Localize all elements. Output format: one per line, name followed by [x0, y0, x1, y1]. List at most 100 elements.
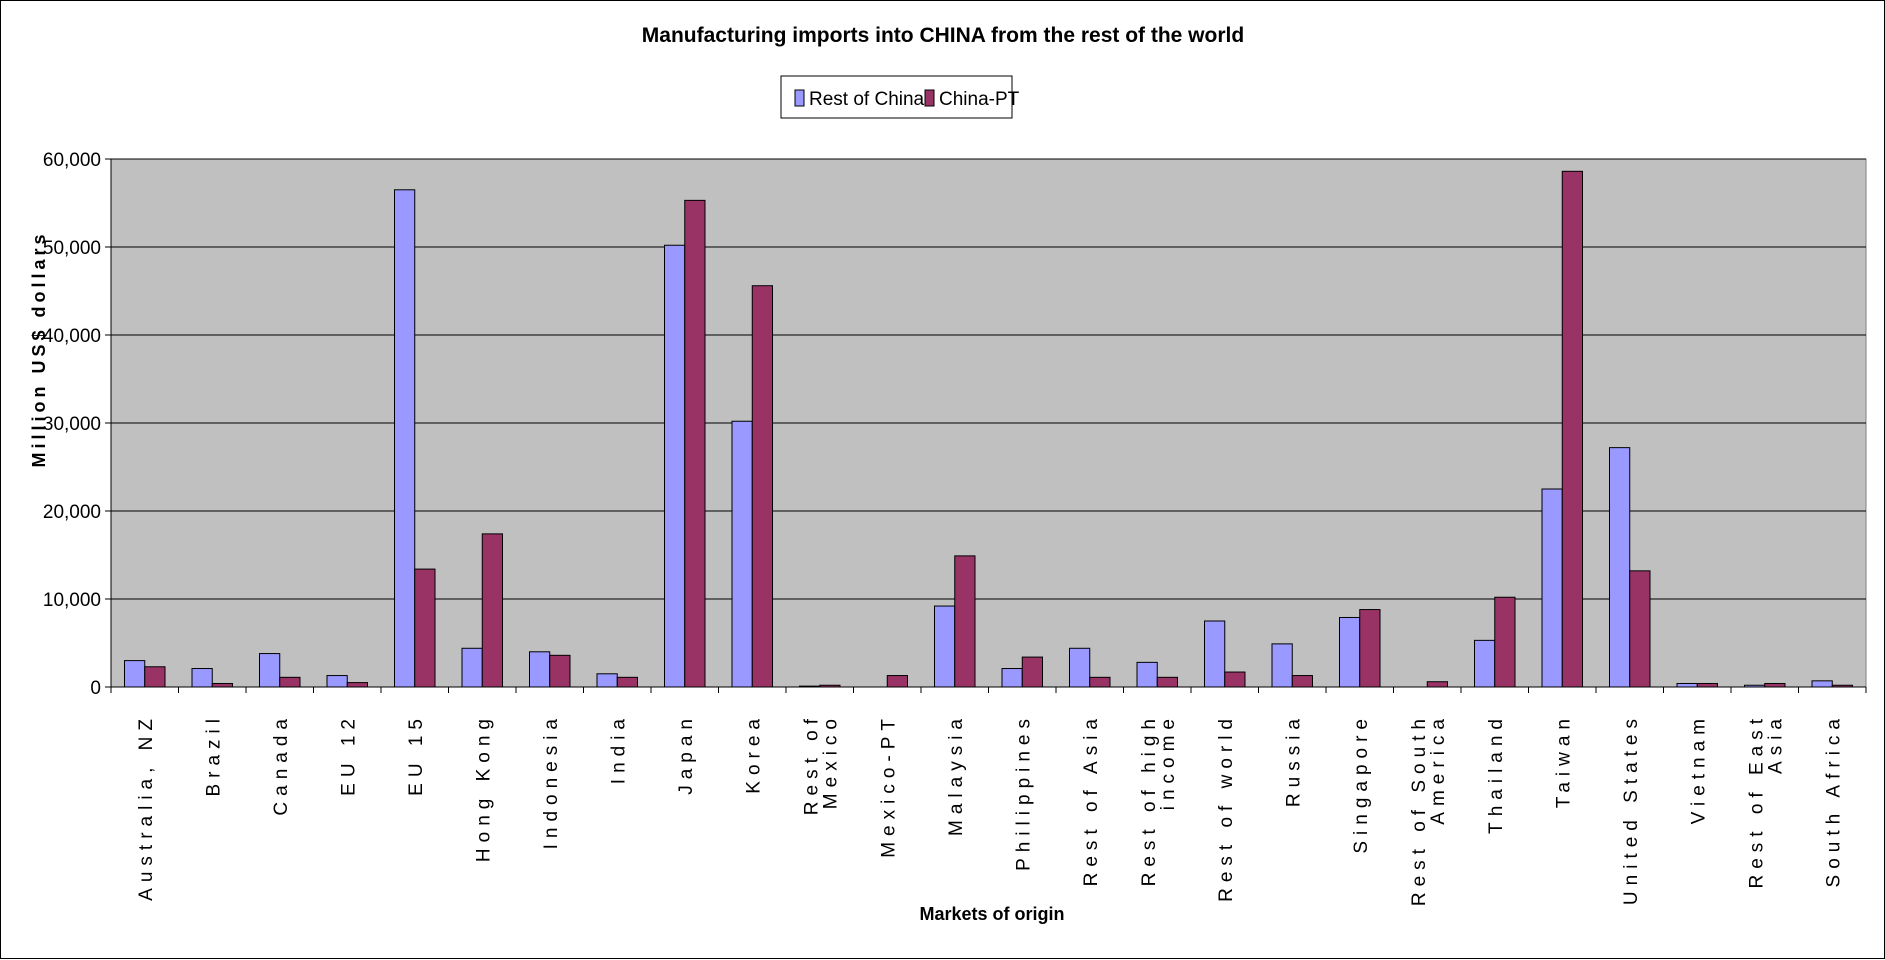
x-tick-label-group: Russia — [1283, 713, 1304, 807]
y-tick-labels: 0 10,000 20,000 30,000 40,000 50,000 60,000 — [43, 150, 101, 699]
x-tick-label: Hong Kong — [473, 713, 494, 862]
bar-rest-of-china — [326, 675, 348, 688]
x-tick-label-group: Taiwan — [1553, 713, 1574, 808]
bar-rest-of-china — [1136, 661, 1158, 688]
x-tick-label: Malaysia — [946, 713, 967, 836]
x-tick-label: Vietnam — [1688, 713, 1709, 824]
bar-china-pt — [1021, 656, 1043, 688]
y-tick-label: 60,000 — [43, 150, 101, 171]
x-tick-label-group: Thailand — [1486, 713, 1507, 834]
bar-china-pt — [279, 676, 301, 688]
x-tick-label-group: Canada — [271, 713, 292, 816]
bar-rest-of-china — [529, 651, 551, 688]
bar-china-pt — [549, 654, 571, 688]
x-tick-label-group: India — [608, 713, 629, 784]
y-axis-title: Million US$ dollars — [29, 230, 49, 467]
y-tick-label: 50,000 — [43, 238, 101, 259]
x-tick-label-group: Mexico-PT — [878, 713, 899, 858]
legend-swatch-rest-of-china — [794, 89, 805, 107]
x-tick-label: Thailand — [1486, 713, 1507, 834]
legend: Rest of China China-PT — [780, 75, 1020, 119]
x-tick-label: Philippines — [1013, 713, 1034, 871]
bar-rest-of-china — [124, 660, 146, 688]
bar-rest-of-china — [1541, 488, 1563, 688]
bar-rest-of-china — [461, 647, 483, 688]
x-tick-label: Canada — [271, 713, 292, 816]
bar-rest-of-china — [1271, 643, 1293, 688]
x-tick-label: Rest of Asia — [1081, 713, 1102, 886]
x-tick-label: Singapore — [1351, 713, 1372, 854]
y-tick-label: 30,000 — [43, 414, 101, 435]
bar-rest-of-china — [1474, 639, 1496, 688]
bar-rest-of-china — [191, 668, 213, 688]
x-tick-label: Indonesia — [541, 713, 562, 849]
x-tick-label-group: EU 15 — [406, 713, 427, 796]
bar-china-pt — [1224, 671, 1246, 688]
bar-china-pt — [886, 675, 908, 688]
x-tick-label-group: Indonesia — [541, 713, 562, 849]
y-tick-label: 40,000 — [43, 326, 101, 347]
y-tick-label: 0 — [90, 678, 101, 699]
x-tick-label-group: Japan — [676, 713, 697, 795]
x-tick-label: Asia — [1765, 713, 1786, 774]
bar-rest-of-china — [394, 189, 416, 688]
x-tick-label: EU 15 — [406, 713, 427, 796]
x-tick-label: Rest of — [801, 713, 822, 815]
legend-label-china-pt: China-PT — [939, 89, 1020, 110]
x-tick-label-group: Rest of world — [1216, 713, 1237, 902]
x-tick-label: Taiwan — [1553, 713, 1574, 808]
x-tick-label: Brazil — [203, 713, 224, 797]
x-tick-label: EU 12 — [338, 713, 359, 796]
x-tick-label: Korea — [743, 713, 764, 794]
bar-china-pt — [346, 682, 368, 688]
x-tick-label: United States — [1621, 713, 1642, 905]
bar-rest-of-china — [1204, 620, 1226, 688]
bar-rest-of-china — [596, 673, 618, 688]
legend-label-rest-of-china: Rest of China — [809, 89, 925, 110]
x-tick-label-group: Hong Kong — [473, 713, 494, 862]
x-tick-label-group: Philippines — [1013, 713, 1034, 871]
x-axis-title: Markets of origin — [919, 904, 1064, 924]
bar-china-pt — [414, 568, 436, 688]
x-tick-label: India — [608, 713, 629, 784]
bar-rest-of-china — [731, 420, 753, 688]
x-tick-label-group: United States — [1621, 713, 1642, 905]
bar-rest-of-china — [664, 244, 686, 688]
x-tick-label-group: Malaysia — [946, 713, 967, 836]
x-tick-label: Rest of South — [1409, 713, 1430, 906]
x-tick-label-group: Brazil — [203, 713, 224, 797]
bar-rest-of-china — [1676, 682, 1698, 688]
bar-rest-of-china — [1609, 447, 1631, 688]
bar-rest-of-china — [1069, 647, 1091, 688]
bar-china-pt — [481, 533, 503, 688]
bar-china-pt — [1561, 170, 1583, 688]
x-tick-label: Mexico-PT — [878, 713, 899, 858]
x-tick-label: Rest of world — [1216, 713, 1237, 902]
x-tick-label: Japan — [676, 713, 697, 795]
y-tick-label: 20,000 — [43, 502, 101, 523]
bar-china-pt — [751, 285, 773, 688]
x-tick-label: America — [1428, 713, 1449, 825]
x-tick-label-group: Korea — [743, 713, 764, 794]
axes — [105, 158, 1867, 693]
bar-china-pt — [1089, 676, 1111, 688]
bar-china-pt — [1359, 609, 1381, 688]
bar-rest-of-china — [1001, 668, 1023, 688]
legend-swatch-china-pt — [924, 89, 935, 107]
chart-title: Manufacturing imports into CHINA from th… — [642, 24, 1244, 47]
x-tick-label: Rest of East — [1746, 713, 1767, 889]
x-tick-label-group: Australia, NZ — [136, 713, 157, 901]
bar-china-pt — [1426, 681, 1448, 688]
bar-china-pt — [616, 676, 638, 688]
bar-china-pt — [1494, 596, 1516, 688]
legend-box — [780, 75, 1013, 119]
x-tick-label-group: Vietnam — [1688, 713, 1709, 824]
x-tick-label: Australia, NZ — [136, 713, 157, 901]
bar-china-pt — [1696, 682, 1718, 688]
bar-rest-of-china — [934, 605, 956, 688]
